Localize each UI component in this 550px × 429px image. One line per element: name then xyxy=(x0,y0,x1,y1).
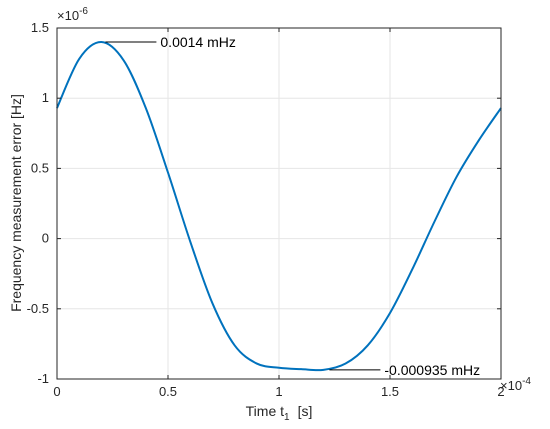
x-tick-label: 1 xyxy=(275,384,282,399)
annotations: 0.0014 mHz -0.000935 mHz xyxy=(105,34,480,378)
y-exponent-label: ×10-6 xyxy=(57,6,88,23)
x-axis-label-unit: [s] xyxy=(298,403,313,419)
y-tick-label: 1 xyxy=(42,90,49,105)
x-tick-label: 1.5 xyxy=(381,384,399,399)
y-tick-label: -0.5 xyxy=(27,301,49,316)
max-annotation-label: 0.0014 mHz xyxy=(160,34,235,50)
y-axis-label: Frequency measurement error [Hz] xyxy=(8,94,24,312)
x-axis-label: Time t1 [s] xyxy=(246,403,313,423)
series-line xyxy=(56,41,502,372)
x-exponent: -4 xyxy=(522,376,531,387)
min-annotation-label: -0.000935 mHz xyxy=(384,362,480,378)
y-tick-label: 1.5 xyxy=(31,20,49,35)
x-axis-label-subscript: 1 xyxy=(284,412,290,423)
x-tick-label: 0 xyxy=(53,384,60,399)
axis-tick-labels: 0 0.5 1 1.5 2 -1 -0.5 0 0.5 1 1.5 xyxy=(27,20,505,399)
series-layer xyxy=(56,41,502,372)
x-tick-label: 0.5 xyxy=(159,384,177,399)
y-exponent: -6 xyxy=(79,6,88,17)
x-tick-label: 2 xyxy=(497,384,504,399)
axis-ticks xyxy=(56,27,502,380)
y-tick-label: 0 xyxy=(42,231,49,246)
y-tick-label: -1 xyxy=(37,371,49,386)
y-tick-label: 0.5 xyxy=(31,160,49,175)
x-exponent-label: ×10-4 xyxy=(500,376,531,393)
